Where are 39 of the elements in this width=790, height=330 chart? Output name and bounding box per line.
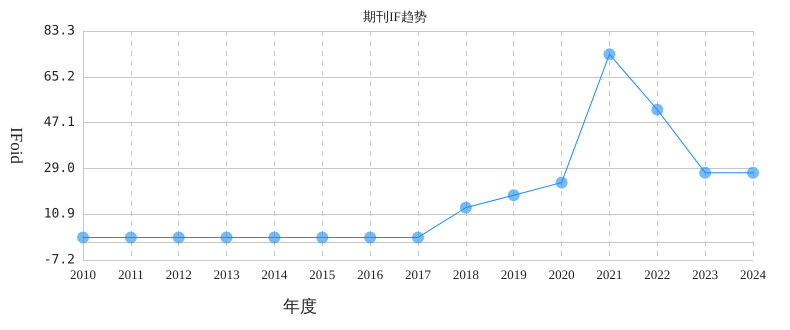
x-tick-label: 2013 bbox=[214, 267, 240, 282]
point bbox=[364, 231, 376, 244]
x-tick-label: 2011 bbox=[118, 267, 144, 282]
y-tick-label: 10.9 bbox=[44, 206, 75, 222]
point bbox=[124, 231, 137, 244]
point bbox=[77, 231, 89, 244]
chart-title: 期刊IF趋势 bbox=[363, 9, 427, 24]
point bbox=[172, 231, 185, 244]
x-tick-label: 2018 bbox=[452, 267, 479, 282]
y-tick-label: 83.3 bbox=[44, 24, 75, 38]
point bbox=[268, 231, 280, 244]
y-tick-label: 29.0 bbox=[44, 160, 75, 176]
x-tick-label: 2017 bbox=[405, 267, 432, 282]
x-tick-label: 2022 bbox=[644, 267, 670, 282]
y-tick-label: 47.1 bbox=[44, 115, 75, 130]
x-tick-label: 2024 bbox=[740, 267, 766, 282]
x-tick-label: 2023 bbox=[692, 267, 718, 282]
point bbox=[603, 48, 616, 60]
point bbox=[220, 231, 233, 244]
x-tick-label: 2010 bbox=[70, 267, 96, 282]
x-tick-label: 2014 bbox=[261, 267, 288, 282]
point bbox=[651, 104, 664, 116]
x-tick-label: 2015 bbox=[309, 267, 336, 282]
point bbox=[699, 166, 712, 179]
y-tick-label: -7.2 bbox=[44, 252, 75, 268]
x-tick-label: 2012 bbox=[166, 267, 192, 282]
point bbox=[460, 202, 472, 214]
x-tick-label: 2019 bbox=[500, 267, 527, 282]
y-axis-title: IFoid bbox=[7, 127, 26, 164]
point bbox=[556, 176, 568, 189]
point bbox=[747, 166, 759, 179]
point bbox=[412, 231, 424, 244]
point bbox=[316, 231, 328, 244]
x-tick-label: 2016 bbox=[357, 267, 384, 282]
x-axis-title: 年度 bbox=[283, 297, 317, 316]
x-tick-label: 2020 bbox=[548, 267, 575, 282]
y-tick-label: 65.2 bbox=[44, 69, 75, 84]
x-tick-label: 2021 bbox=[596, 267, 622, 282]
point bbox=[508, 189, 520, 202]
